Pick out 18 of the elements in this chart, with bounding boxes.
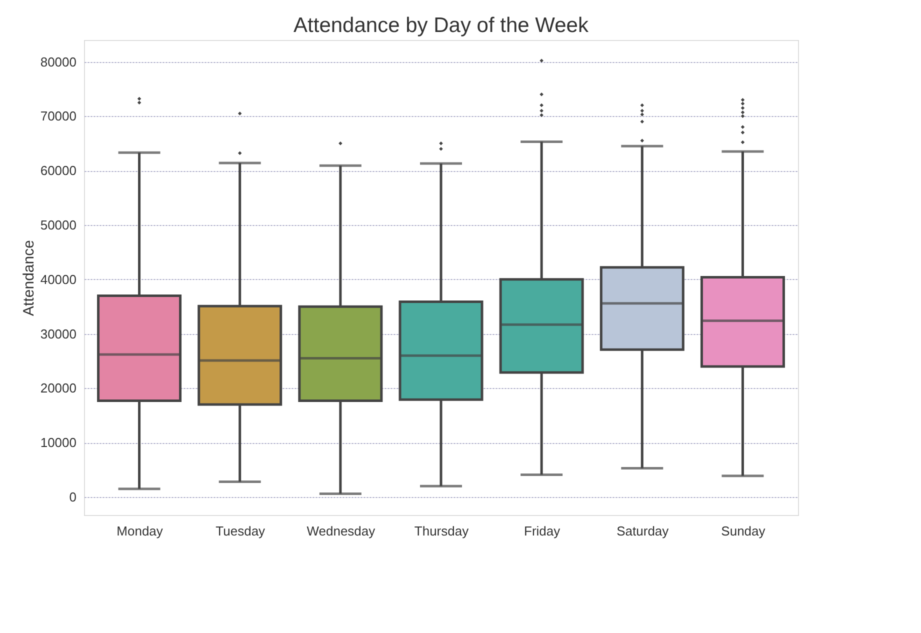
chart-title: Attendance by Day of the Week (294, 14, 589, 37)
x-tick-label: Monday (116, 524, 164, 538)
y-tick-label: 80000 (40, 54, 76, 70)
y-tick-label: 70000 (40, 108, 76, 124)
y-tick-label: 30000 (40, 326, 76, 342)
y-tick-label: 10000 (40, 435, 76, 450)
y-tick-label: 40000 (40, 272, 76, 287)
y-tick-label: 0 (69, 490, 76, 505)
y-tick-label: 60000 (40, 163, 76, 178)
x-tick-label: Tuesday (216, 524, 266, 538)
x-tick-label: Sunday (721, 524, 766, 538)
x-tick-label: Friday (524, 524, 561, 538)
y-tick-label: 20000 (40, 380, 76, 396)
y-axis-title: Attendance (20, 240, 38, 316)
x-tick-label: Thursday (414, 524, 470, 538)
x-tick-label: Saturday (616, 524, 670, 538)
x-tick-label: Wednesday (306, 524, 376, 538)
y-tick-label: 50000 (40, 217, 76, 232)
